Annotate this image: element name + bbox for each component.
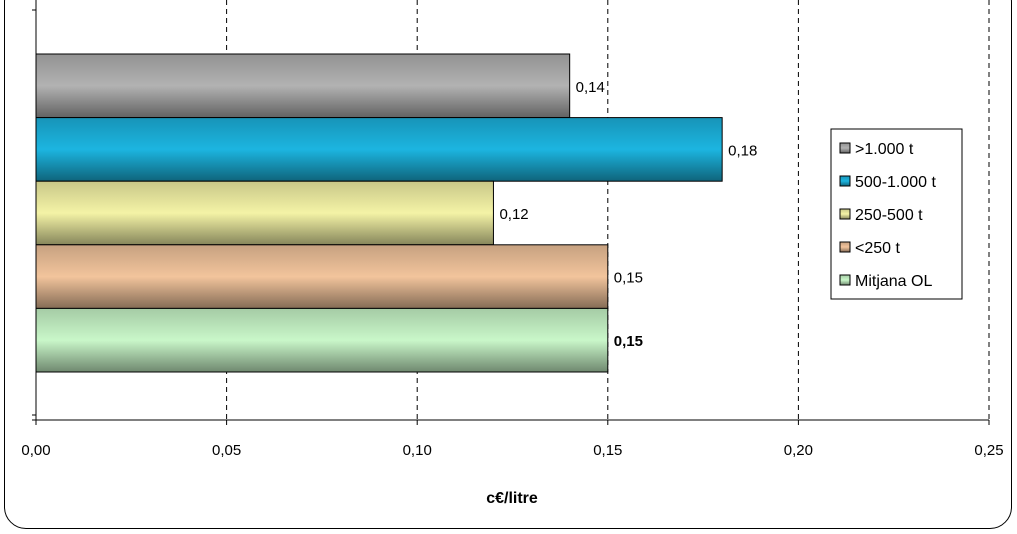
bar [35, 53, 571, 119]
x-tick-label: 0,00 [21, 442, 50, 459]
legend-swatch [839, 274, 851, 286]
x-axis-title: c€/litre [486, 490, 538, 507]
data-label: 0,12 [499, 206, 528, 223]
legend: >1.000 t 500-1.000 t 250-500 t <250 t Mitjan… [830, 128, 963, 300]
x-tick-label: 0,10 [403, 442, 432, 459]
bar [35, 307, 609, 373]
legend-entry: 250-500 t [855, 207, 923, 224]
bar [35, 244, 609, 309]
data-label: 0,15 [614, 333, 643, 350]
data-label: 0,15 [614, 270, 643, 287]
axes: 0,00 0,05 0,10 0,15 0,20 0,25 [21, 0, 1004, 459]
data-label: 0,14 [576, 79, 605, 96]
legend-swatch [839, 241, 851, 253]
legend-swatch [839, 142, 851, 154]
legend-entry: <250 t [855, 240, 900, 257]
bars [35, 53, 723, 373]
x-tick-label: 0,20 [784, 442, 813, 459]
bar [35, 117, 723, 182]
legend-swatch [839, 175, 851, 187]
x-tick-label: 0,15 [593, 442, 622, 459]
legend-box [830, 128, 963, 300]
data-label: 0,18 [728, 142, 757, 159]
bar [35, 180, 494, 246]
legend-entry: 500-1.000 t [855, 174, 937, 191]
x-tick-label: 0,25 [974, 442, 1003, 459]
legend-entry: >1.000 t [855, 141, 914, 158]
x-tick-label: 0,05 [212, 442, 241, 459]
value-labels: 0,14 0,18 0,12 0,15 0,15 [499, 79, 757, 350]
legend-entry: Mitjana OL [855, 273, 932, 290]
legend-swatch [839, 208, 851, 220]
